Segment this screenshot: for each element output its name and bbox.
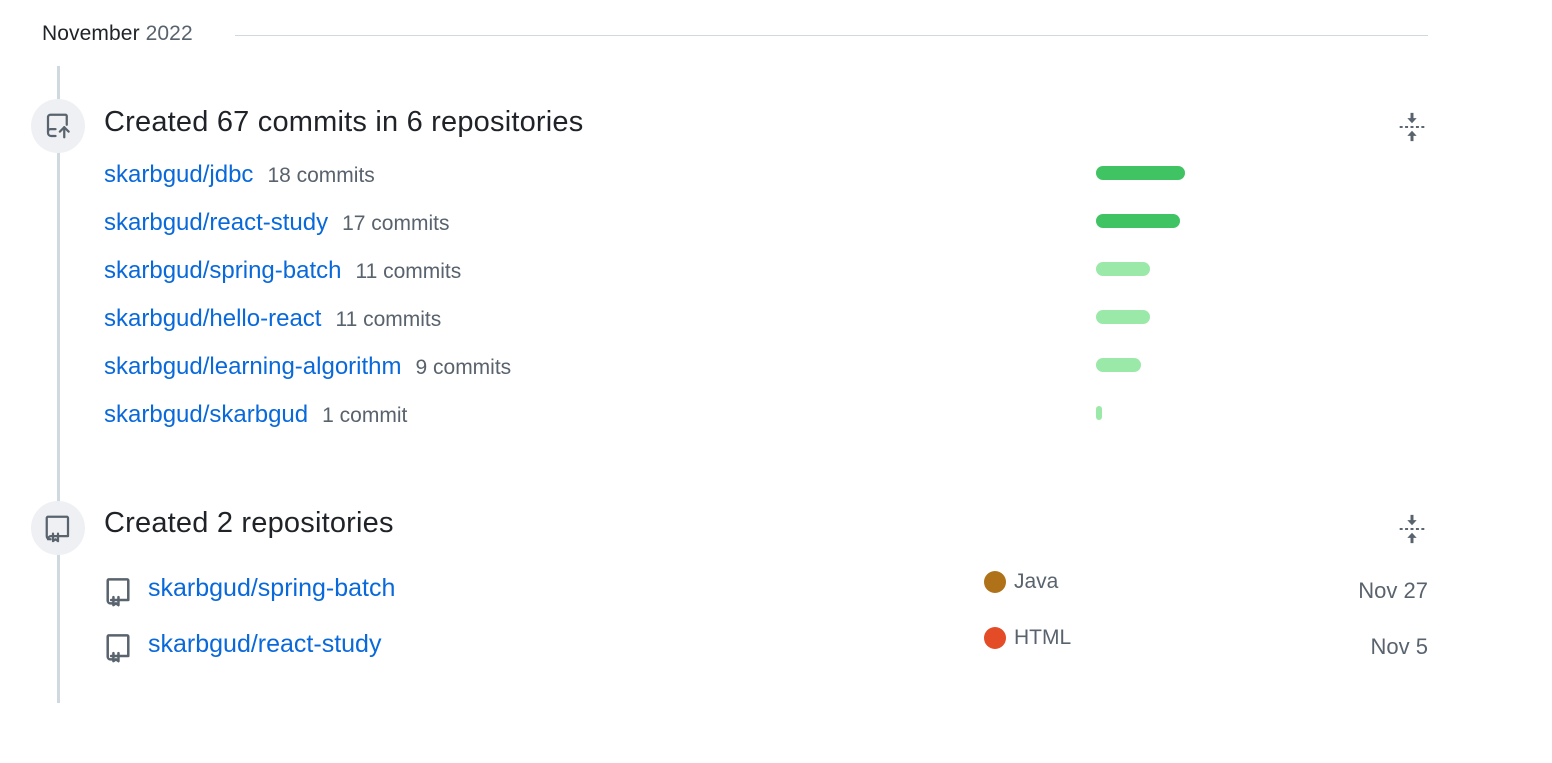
collapse-commits-button[interactable] [1396,110,1428,144]
commit-count: 11 commits [335,308,442,331]
commit-repo-row: skarbgud/skarbgud 1 commit [104,401,1204,433]
commit-count: 18 commits [267,164,375,187]
timeline-line [57,66,60,703]
month-title: November 2022 [42,22,193,46]
commits-section-title: Created 67 commits in 6 repositories [104,106,584,138]
month-name: November [42,22,140,45]
commit-repo-row: skarbgud/react-study 17 commits [104,209,1204,241]
repo-language: HTML [984,626,1071,650]
commit-activity-bar [1096,262,1150,276]
language-color-dot [984,627,1006,649]
commit-repo-link[interactable]: skarbgud/skarbgud [104,401,309,428]
commit-repo-link[interactable]: skarbgud/react-study [104,209,329,236]
commit-repo-link[interactable]: skarbgud/hello-react [104,305,322,332]
repo-push-icon [31,99,85,153]
commit-repo-label: skarbgud/skarbgud 1 commit [104,401,407,429]
commit-repo-row: skarbgud/learning-algorithm 9 commits [104,353,1204,385]
repo-icon [106,578,130,607]
commit-count: 1 commit [322,404,408,427]
created-repo-link[interactable]: skarbgud/spring-batch [148,574,396,602]
language-color-dot [984,571,1006,593]
commit-repo-label: skarbgud/spring-batch 11 commits [104,257,461,285]
commit-repo-link[interactable]: skarbgud/learning-algorithm [104,353,402,380]
repo-icon [106,634,130,663]
commit-repo-label: skarbgud/hello-react 11 commits [104,305,441,333]
commit-repo-label: skarbgud/react-study 17 commits [104,209,449,237]
commit-count: 9 commits [415,356,512,379]
commit-repo-link[interactable]: skarbgud/spring-batch [104,257,342,284]
commit-repo-label: skarbgud/jdbc 18 commits [104,161,375,189]
commit-count: 17 commits [342,212,450,235]
repo-icon [31,501,85,555]
commit-activity-bar [1096,310,1150,324]
commit-count: 11 commits [355,260,462,283]
commit-repo-link[interactable]: skarbgud/jdbc [104,161,254,188]
created-repo-row: skarbgud/react-study HTML Nov 5 [104,626,1428,666]
created-repo-link[interactable]: skarbgud/react-study [148,630,382,658]
month-header: November 2022 [42,20,1428,50]
repo-created-date: Nov 27 [1358,578,1428,603]
fold-icon [1399,514,1425,544]
commit-repo-row: skarbgud/spring-batch 11 commits [104,257,1204,289]
commit-activity-bar [1096,406,1102,420]
commit-repo-row: skarbgud/jdbc 18 commits [104,161,1204,193]
repos-section-title: Created 2 repositories [104,507,394,539]
language-name: Java [1014,570,1059,593]
commit-activity-bar [1096,214,1180,228]
language-name: HTML [1014,626,1072,649]
commit-activity-bar [1096,358,1141,372]
month-divider [235,35,1428,36]
repo-created-date: Nov 5 [1370,634,1428,659]
collapse-repos-button[interactable] [1396,512,1428,546]
month-year: 2022 [145,22,193,45]
created-repo-row: skarbgud/spring-batch Java Nov 27 [104,570,1428,610]
commit-repo-label: skarbgud/learning-algorithm 9 commits [104,353,511,381]
fold-icon [1399,112,1425,142]
repo-language: Java [984,570,1058,594]
commit-repo-row: skarbgud/hello-react 11 commits [104,305,1204,337]
commit-activity-bar [1096,166,1185,180]
